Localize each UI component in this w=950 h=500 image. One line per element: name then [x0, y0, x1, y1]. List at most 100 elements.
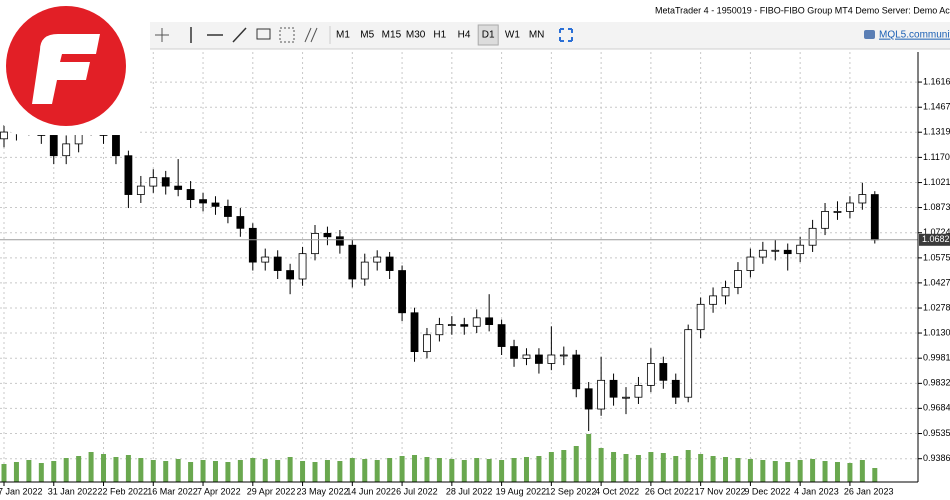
candle-body: [311, 232, 319, 255]
volume-bar: [810, 459, 816, 482]
candle-body: [199, 199, 207, 204]
candle-body: [796, 244, 805, 255]
trendline-tool[interactable]: [232, 27, 247, 43]
candle-body: [510, 346, 518, 359]
volume-bar: [635, 455, 641, 482]
volume-bar: [598, 448, 604, 482]
volume-bar: [449, 459, 455, 482]
volume-bar: [847, 463, 853, 482]
y-tick-label: 1.1467: [923, 102, 950, 112]
candle-body: [783, 249, 792, 255]
candle-body: [758, 249, 767, 258]
timeframe-button[interactable]: W1: [505, 30, 520, 41]
volume-bar: [138, 458, 144, 482]
volume-bar: [125, 455, 131, 482]
volume-bar: [623, 454, 629, 482]
x-tick-label: 7 Apr 2022: [197, 486, 241, 496]
volume-bar: [710, 456, 716, 482]
candle-body: [696, 303, 705, 331]
volume-bar: [362, 459, 368, 482]
volume-bar: [486, 459, 492, 482]
y-tick-label: 1.0427: [923, 277, 950, 287]
timeframe-button[interactable]: H1: [433, 30, 446, 41]
chart-area: 1.1616 1.1467 1.1319 1.1170 1.1021 1.0873 1.07…: [0, 52, 950, 496]
window-title: MetaTrader 4 - 1950019 - FIBO-FIBO Group…: [655, 5, 950, 15]
candle-body: [734, 270, 742, 288]
y-tick-label: 1.1319: [923, 127, 950, 137]
volume-bar: [237, 460, 243, 482]
volume-bar: [225, 462, 231, 482]
candle-body: [622, 396, 630, 399]
timeframe-button[interactable]: M15: [382, 30, 402, 41]
candle-body: [684, 329, 693, 398]
fullscreen-button[interactable]: [559, 28, 573, 42]
timeframe-button[interactable]: D1: [482, 30, 495, 41]
timeframe-button[interactable]: H4: [458, 30, 471, 41]
candle-body: [497, 324, 506, 347]
y-tick-label: 0.9684: [923, 403, 950, 413]
community-link[interactable]: MQL5.community: [879, 30, 950, 41]
timeframe-group: M1 M5 M15 M30 H1 H4 D1 W1 MN: [336, 24, 545, 46]
volume-bar: [548, 452, 554, 482]
volume-bar: [424, 457, 430, 482]
volume-bar: [51, 461, 57, 482]
fibo-tool[interactable]: [279, 27, 295, 43]
volume-bar: [88, 452, 94, 482]
volume-bar: [200, 460, 206, 482]
volume-bar: [586, 434, 592, 482]
candle-body: [136, 185, 145, 195]
volume-bar: [312, 462, 318, 482]
candle-body: [870, 194, 879, 241]
candle-body: [174, 185, 183, 190]
y-tick-label: 1.1616: [923, 76, 950, 86]
candle-body: [161, 177, 170, 187]
volume-bar: [685, 450, 691, 482]
volume-bar: [150, 460, 156, 482]
community-icon: [864, 30, 875, 39]
candle-body: [410, 312, 419, 353]
timeframe-button[interactable]: MN: [529, 30, 545, 41]
timeframe-button[interactable]: M5: [360, 30, 374, 41]
timeframe-button[interactable]: M30: [406, 30, 426, 41]
volume-bar: [76, 456, 82, 482]
volume-bar: [474, 458, 480, 482]
y-tick-label: 1.0130: [923, 327, 950, 337]
candle-body: [261, 256, 270, 263]
volume-bar: [523, 457, 529, 482]
volume-bar: [374, 460, 380, 482]
candle-body: [447, 324, 456, 326]
y-tick-label: 1.0724: [923, 227, 950, 237]
volume-bar: [399, 456, 405, 482]
candle-body: [846, 202, 854, 212]
candle-body: [709, 295, 717, 305]
x-tick-label: 7 Jan 2022: [0, 486, 43, 496]
volume-bar: [648, 452, 654, 482]
candle-body: [248, 227, 257, 263]
volume-bar: [785, 462, 791, 482]
volume-bar: [324, 460, 330, 482]
volume-bar: [573, 446, 579, 482]
x-tick-label: 9 Dec 2022: [744, 486, 790, 496]
crosshair-tool[interactable]: [155, 28, 169, 42]
candle-body: [435, 324, 444, 336]
objects-tool[interactable]: [304, 27, 318, 43]
volume-bar: [387, 458, 393, 482]
candle-body: [460, 324, 469, 327]
candle-body: [584, 388, 593, 410]
candle-body: [771, 249, 780, 252]
volume-bar: [1, 464, 7, 482]
x-tick-label: 12 Sep 2022: [545, 486, 596, 496]
volume-bar: [101, 454, 107, 482]
candle-body: [49, 135, 58, 157]
candle-body: [398, 270, 406, 314]
timeframe-button[interactable]: M1: [336, 30, 350, 41]
volume-bar: [735, 458, 741, 482]
x-tick-label: 23 May 2022: [297, 486, 349, 496]
text-tool[interactable]: [256, 28, 271, 40]
volume-bar: [499, 460, 505, 482]
x-tick-label: 22 Feb 2022: [98, 486, 149, 496]
volume-bar: [511, 458, 517, 482]
candle-body: [360, 261, 369, 280]
y-tick-label: 0.9832: [923, 378, 950, 388]
